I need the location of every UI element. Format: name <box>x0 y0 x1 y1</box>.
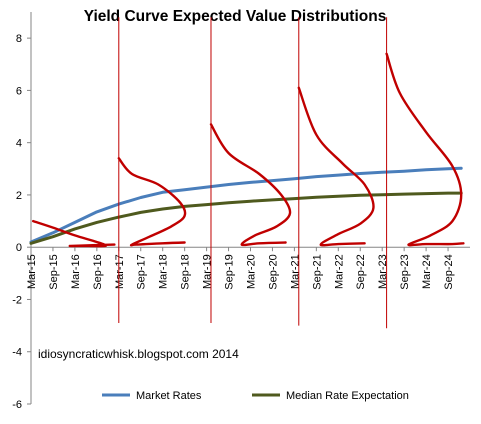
distribution-curve <box>209 123 292 247</box>
x-tick-label: Mar-17 <box>114 254 126 289</box>
distribution-curve <box>385 52 465 247</box>
x-tick-label: Sep-23 <box>399 254 411 289</box>
x-tick-label: Sep-22 <box>355 254 367 289</box>
x-tick-label: Sep-17 <box>136 254 148 289</box>
x-tick-label: Sep-19 <box>224 254 236 289</box>
chart-annotation: idiosyncraticwhisk.blogspot.com 2014 <box>38 347 239 361</box>
y-tick-label: 0 <box>16 242 22 254</box>
x-tick-label: Mar-18 <box>158 254 170 289</box>
x-tick-label: Sep-21 <box>311 254 323 289</box>
distribution-curve <box>32 219 116 248</box>
x-tick-label: Mar-16 <box>70 254 82 289</box>
x-tick-label: Mar-20 <box>246 254 258 289</box>
y-tick-label: 8 <box>16 33 22 45</box>
x-tick-label: Sep-20 <box>267 254 279 289</box>
chart-legend: Market Rates Median Rate Expectation <box>102 390 409 402</box>
y-tick-label: -2 <box>12 294 22 306</box>
x-tick-label: Mar-21 <box>289 254 301 289</box>
x-tick-label: Sep-16 <box>92 254 104 289</box>
distribution-curve <box>117 157 187 247</box>
x-tick-label: Sep-15 <box>48 254 60 289</box>
y-tick-label: -4 <box>12 347 22 359</box>
x-tick-label: Mar-24 <box>421 254 433 289</box>
chart-title: Yield Curve Expected Value Distributions <box>84 8 387 25</box>
y-tick-label: -6 <box>12 399 22 411</box>
legend-label: Market Rates <box>136 390 202 402</box>
x-tick-label: Sep-24 <box>443 254 455 289</box>
legend-label: Median Rate Expectation <box>286 390 409 402</box>
y-tick-label: 4 <box>16 138 22 150</box>
y-tick-label: 6 <box>16 85 22 97</box>
x-tick-label: Mar-19 <box>202 254 214 289</box>
series-line <box>29 191 463 245</box>
x-tick-label: Mar-15 <box>26 254 38 289</box>
x-tick-label: Mar-22 <box>333 254 345 289</box>
x-tick-label: Mar-23 <box>377 254 389 289</box>
distribution-curve <box>297 86 375 247</box>
x-tick-label: Sep-18 <box>180 254 192 289</box>
y-tick-label: 2 <box>16 190 22 202</box>
series-line <box>29 166 463 244</box>
